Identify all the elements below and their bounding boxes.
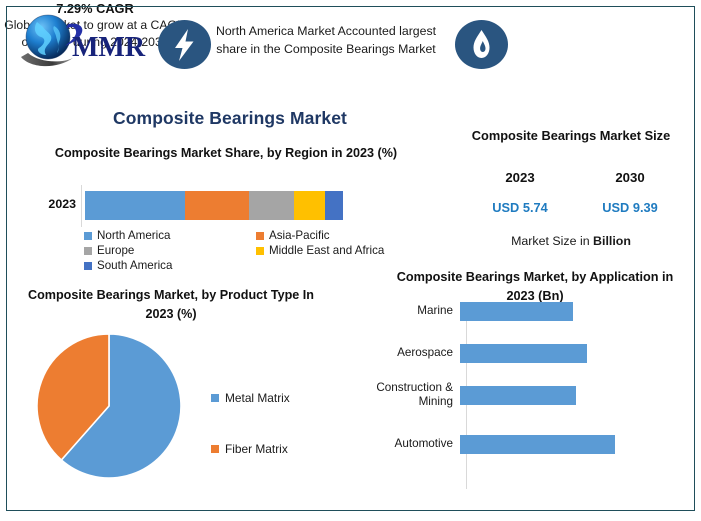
region-share-chart: Composite Bearings Market Share, by Regi… (10, 144, 430, 279)
market-size-column-2023: 2023 USD 5.74 (470, 170, 570, 215)
region-legend-item: North America (84, 228, 256, 243)
pie-legend-label: Metal Matrix (225, 391, 290, 405)
application-bar-label: Construction & Mining (376, 381, 453, 408)
globe-icon: MMR (21, 14, 146, 67)
region-legend-swatch (84, 246, 92, 255)
pie-legend-swatch (211, 445, 219, 453)
market-size-value: USD 5.74 (492, 200, 548, 215)
region-legend-swatch (256, 246, 264, 255)
region-bar-segment (325, 191, 343, 220)
application-bar-row: Marine (345, 291, 645, 331)
pie-legend-item-fiber-matrix: Fiber Matrix (211, 442, 288, 456)
market-size-panel: Composite Bearings Market Size 2023 USD … (446, 126, 694, 256)
logo-text: MMR (72, 32, 146, 63)
region-legend-item: Middle East and Africa (256, 243, 428, 258)
region-legend-swatch (84, 261, 92, 270)
pie-slice (36, 333, 110, 462)
pie-legend-item-metal-matrix: Metal Matrix (211, 391, 290, 405)
market-size-footnote-prefix: Market Size in (511, 234, 594, 248)
product-type-pie-chart: Composite Bearings Market, by Product Ty… (8, 286, 333, 512)
region-legend-item: Asia-Pacific (256, 228, 428, 243)
market-size-year: 2030 (615, 170, 645, 185)
region-legend-label: Middle East and Africa (269, 244, 385, 257)
region-legend-label: Europe (97, 244, 135, 257)
mmr-logo: MMR (16, 10, 156, 76)
application-bar (460, 434, 616, 454)
market-size-value: USD 9.39 (602, 200, 658, 215)
application-bar (460, 301, 574, 321)
region-bar-segment (249, 191, 294, 220)
pie-legend-label: Fiber Matrix (225, 442, 288, 456)
outer-border (6, 6, 695, 511)
pie-chart-graphic (36, 333, 182, 479)
market-size-footnote-unit: Billion (593, 234, 631, 248)
region-bar-segment (85, 191, 185, 220)
page-title: Composite Bearings Market (113, 108, 347, 128)
region-bar-segment (184, 191, 250, 220)
region-legend-item: Europe (84, 243, 256, 258)
application-bar-row: Construction & Mining (345, 375, 645, 415)
pie-slice (60, 333, 182, 479)
application-bar-row: Automotive (345, 424, 645, 464)
application-bar (460, 343, 587, 363)
application-bar-row: Aerospace (345, 333, 645, 373)
cagr-headline: 7.29% CAGR (56, 1, 134, 16)
region-legend-label: Asia-Pacific (269, 229, 330, 242)
market-size-column-2030: 2030 USD 9.39 (580, 170, 680, 215)
region-category-label: 2023 (48, 197, 76, 211)
pie-legend-swatch (211, 394, 219, 402)
lightning-bolt-icon (158, 20, 211, 69)
region-chart-axis (81, 185, 82, 227)
region-legend-swatch (84, 231, 92, 240)
market-size-title: Composite Bearings Market Size (471, 128, 671, 143)
region-legend-item: South America (84, 258, 256, 273)
region-legend-label: North America (97, 229, 171, 242)
region-stacked-bar (85, 191, 343, 220)
region-chart-title: Composite Bearings Market Share, by Regi… (54, 146, 398, 160)
flame-icon (455, 20, 508, 69)
market-size-year: 2023 (505, 170, 535, 185)
application-bar-label: Marine (417, 304, 453, 317)
market-size-footnote: Market Size in Billion (460, 234, 682, 248)
region-bar-segment (293, 191, 326, 220)
application-bar-label: Automotive (394, 437, 453, 450)
application-bar (460, 385, 577, 405)
region-legend-label: South America (97, 259, 173, 272)
application-bar-chart: Composite Bearings Market, by Applicatio… (345, 268, 695, 511)
application-bar-label: Aerospace (397, 346, 453, 359)
region-legend-swatch (256, 231, 264, 240)
region-chart-legend: North America Asia-Pacific Europe Middle Ea… (84, 228, 429, 273)
pie-chart-title: Composite Bearings Market, by Product Ty… (28, 288, 314, 321)
application-chart-title: Composite Bearings Market, by Applicatio… (396, 270, 674, 303)
north-america-highlight-text: North America Market Accounted largest s… (215, 24, 437, 56)
